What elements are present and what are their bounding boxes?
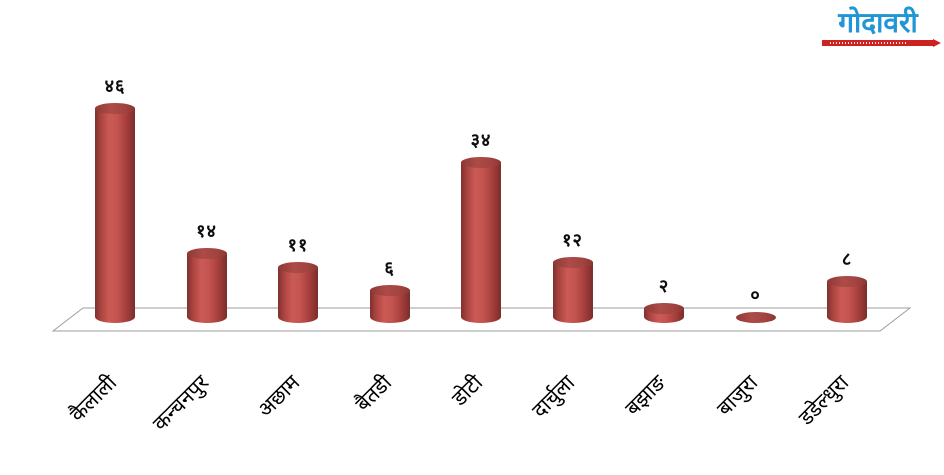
logo: गोदावरी: [818, 7, 941, 47]
logo-text: गोदावरी: [838, 7, 918, 38]
cylinder-bar-top: [278, 262, 318, 273]
cylinder-bar-top: [735, 312, 776, 323]
bar-value-label: ०: [750, 285, 761, 305]
cylinder-bar-कन्चनपुर: [186, 248, 227, 323]
cylinder-bar-body: [552, 262, 593, 323]
cylinder-bar-top: [552, 257, 593, 268]
bar-value-label: ८: [841, 249, 853, 269]
cylinder-bar-top: [827, 276, 867, 287]
cylinder-bar-बझाङ: [644, 303, 684, 323]
cylinder-bar-डडेल्धुरा: [827, 276, 867, 323]
cylinder-bar-top: [369, 285, 410, 296]
cylinder-bar-अछाम: [278, 262, 318, 323]
cylinder-bar-top: [461, 157, 501, 168]
logo-underline-band: [822, 39, 941, 47]
cylinder-bar-body: [95, 108, 135, 323]
cylinder-bar-body: [186, 253, 227, 323]
bar-value-label: ४६: [104, 76, 126, 96]
bar-value-label: ६: [384, 258, 395, 278]
cylinder-bar-कैलाली: [95, 103, 135, 323]
cylinder-bar-डोटी: [461, 157, 501, 323]
cylinder-bar-बैतडी: [369, 285, 410, 323]
bar-value-label: २: [658, 276, 670, 296]
cylinder-bar-top: [95, 103, 135, 114]
cylinder-bar-दार्चुला: [552, 257, 593, 323]
logo-band-arrow-icon: [933, 39, 941, 47]
bar-value-label: १४: [196, 221, 217, 241]
cylinder-bar-top: [186, 248, 227, 259]
cylinder-bar-बाजुरा: [735, 312, 776, 323]
cylinder-bar-body: [827, 281, 867, 323]
bar-value-label: ११: [287, 235, 309, 255]
bar-value-label: ३४: [470, 130, 492, 150]
cylinder-bar-top: [644, 303, 684, 314]
cylinder-bar-body: [278, 267, 318, 323]
cylinder-bar-body: [461, 162, 501, 323]
bar-value-label: १२: [562, 230, 583, 250]
